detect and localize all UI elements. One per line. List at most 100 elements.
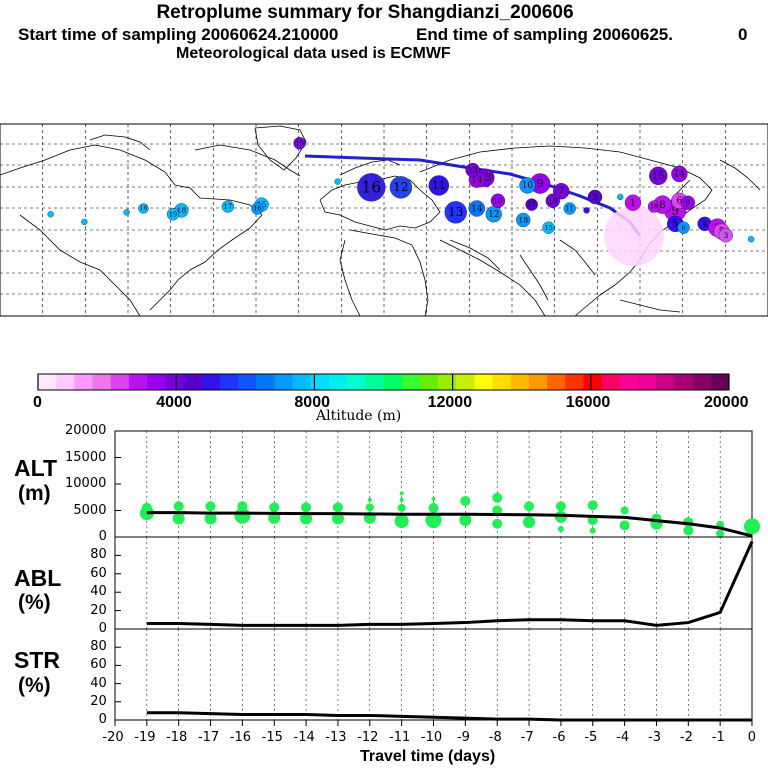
plume-marker-circle (516, 212, 531, 228)
plume-marker-circle (293, 137, 306, 150)
colorbar-segment (419, 374, 439, 390)
alt-scatter-point (744, 518, 760, 535)
colorbar-tick-label: 20000 (704, 394, 749, 411)
x-axis-tick-label: -19 (134, 730, 156, 745)
time-series-panels (114, 430, 760, 726)
plume-marker-label: 16 (140, 205, 148, 212)
colorbar-segment (547, 374, 566, 390)
colorbar-segment (183, 374, 203, 390)
plume-marker-circle (624, 194, 642, 211)
plume-marker-circle (649, 166, 668, 185)
coastline-segment (339, 239, 361, 317)
coastline-segment (339, 159, 401, 176)
abl-y-tick-label: 80 (90, 547, 107, 563)
colorbar-segment (310, 374, 330, 390)
alt-scatter-point (431, 496, 436, 501)
alt-label: ALT (14, 455, 58, 481)
plume-marker-label: 16 (362, 178, 382, 196)
map-coastlines (0, 125, 761, 317)
plume-marker-label: 7 (558, 187, 564, 197)
alt-y-tick-label: 15000 (65, 449, 107, 465)
alt-scatter-point (555, 501, 566, 512)
plume-marker-label: 12 (488, 210, 499, 220)
alt-scatter-point (141, 502, 152, 513)
colorbar-segment (238, 374, 257, 390)
colorbar-segment (510, 374, 530, 390)
plume-marker-label: 15 (544, 224, 552, 232)
coastline-segment (194, 144, 301, 177)
plume-marker-circle (166, 208, 180, 221)
alt-scatter-point (399, 491, 404, 496)
x-axis-tick-label: -17 (197, 730, 220, 745)
str-y-tick-label: 0 (98, 712, 107, 727)
alt-scatter-point (425, 512, 442, 529)
colorbar-tick-label: 16000 (565, 394, 611, 411)
x-axis-tick-label: -20 (102, 730, 124, 745)
x-axis-tick-label: -16 (229, 730, 252, 745)
alt-scatter-point (204, 512, 217, 525)
colorbar-segment (456, 374, 475, 390)
str-y-tick-label: 40 (90, 675, 107, 691)
colorbar-segment (383, 374, 403, 390)
colorbar-segment (365, 374, 384, 390)
colorbar-segment (583, 374, 603, 390)
plume-marker-label: 13 (448, 205, 463, 219)
alt-y-tick-label: 10000 (65, 476, 107, 491)
coastline-segment (349, 229, 429, 317)
alt-scatter-point (399, 497, 404, 502)
met-data-label: Meteorological data used is ECMWF (176, 45, 451, 62)
coastline-segment (419, 145, 713, 317)
x-axis-tick-label: -4 (616, 730, 630, 745)
alt-scatter-point (620, 506, 629, 515)
plume-marker-label: 11 (565, 205, 573, 213)
alt-scatter-point (619, 520, 630, 531)
coastline-segment (0, 144, 263, 311)
plume-marker-circle (251, 202, 264, 215)
colorbar-segment (656, 374, 675, 390)
colorbar-segment (674, 374, 694, 390)
alt-scatter-point (301, 502, 312, 513)
coastline-segment (619, 299, 681, 313)
plume-marker-circle (123, 209, 130, 216)
plume-marker-label: 5 (672, 220, 678, 230)
alt-scatter-point (460, 495, 471, 506)
coastline-segment (449, 239, 501, 271)
plume-marker-label: 9 (671, 203, 679, 217)
plume-marker-circle (718, 228, 733, 243)
plume-marker-circle (525, 198, 538, 211)
x-axis-tick-label: -11 (389, 730, 411, 745)
plume-marker-label: 1 (630, 199, 636, 209)
colorbar-segment (638, 374, 657, 390)
plume-marker-label: 4 (702, 219, 707, 228)
x-axis-tick-label: -7 (520, 730, 534, 745)
x-axis-tick-label: -10 (420, 730, 443, 745)
alt-scatter-point (428, 502, 439, 513)
x-axis-tick-label: -3 (648, 730, 662, 745)
plume-marker-circle (747, 236, 755, 243)
alt-scatter-point (716, 529, 725, 538)
abl-label: ABL (14, 565, 62, 591)
plume-marker-label: 9 (685, 198, 690, 207)
alt-scatter-point (557, 526, 564, 533)
plume-marker-label: 18 (518, 215, 528, 224)
colorbar-segment (565, 374, 585, 390)
coastline-segment (254, 125, 307, 171)
colorbar-segment (692, 374, 712, 390)
plume-marker-circle (617, 193, 624, 201)
plume-marker-label: 18 (177, 206, 187, 215)
world-map: 1612111314910731986956425313141218151110… (0, 123, 768, 317)
alt-scatter-point (524, 501, 535, 512)
str-y-tick-label: 20 (90, 693, 107, 709)
plume-marker-label: 15 (295, 139, 303, 147)
str-line (146, 711, 752, 722)
alt-scatter-point (587, 500, 598, 511)
end-time-value: 0 (738, 25, 748, 44)
colorbar-segment (201, 374, 221, 390)
coastline-segment (19, 214, 141, 317)
plume-marker-label: 13 (479, 173, 492, 184)
alt-scatter-point (397, 503, 406, 512)
plume-marker-circle (519, 177, 536, 194)
alt-y-tick-label: 5000 (73, 502, 107, 518)
plume-marker-circle (357, 173, 386, 202)
plume-marker-circle (389, 176, 413, 199)
